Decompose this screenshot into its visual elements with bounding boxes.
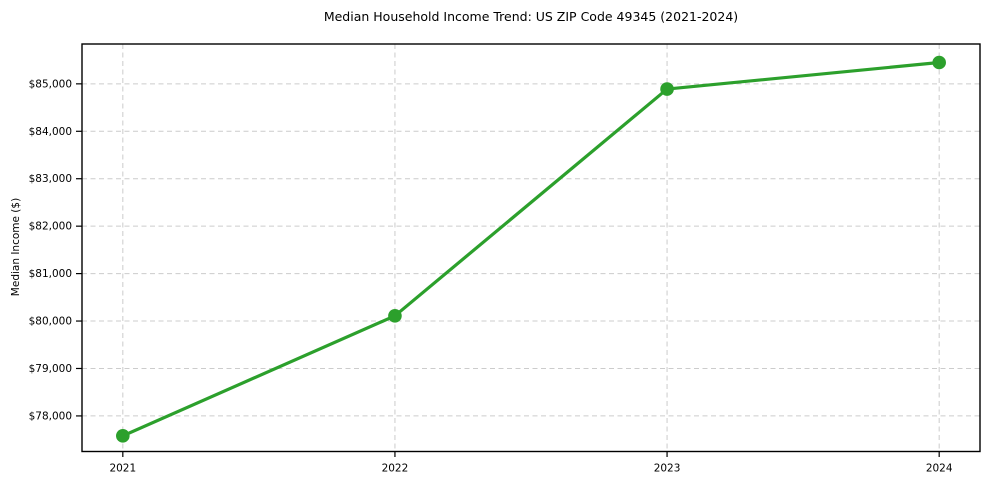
plot-border [81, 43, 981, 453]
chart-title: Median Household Income Trend: US ZIP Co… [323, 9, 739, 24]
y-tick-label: $85,000 [29, 78, 72, 90]
x-tick-label: 2024 [926, 463, 953, 475]
data-point-2022 [388, 309, 402, 323]
y-tick-label: $78,000 [29, 410, 72, 422]
y-tick-label: $83,000 [29, 173, 72, 185]
y-tick-label: $80,000 [29, 316, 72, 328]
data-point-2024 [932, 55, 946, 70]
x-tick-label: 2023 [654, 463, 681, 475]
data-point-2023 [660, 82, 674, 96]
trend-line [121, 60, 941, 438]
y-tick-label: $82,000 [29, 221, 72, 233]
x-tick-label: 2021 [109, 463, 136, 475]
x-tick-label: 2022 [382, 463, 409, 475]
y-tick-label: $81,000 [29, 268, 72, 280]
y-tick-label: $84,000 [29, 126, 72, 138]
data-point-2021 [116, 429, 130, 443]
y-axis-label: Median Income ($) [10, 197, 22, 297]
y-tick-label: $79,000 [29, 363, 72, 375]
